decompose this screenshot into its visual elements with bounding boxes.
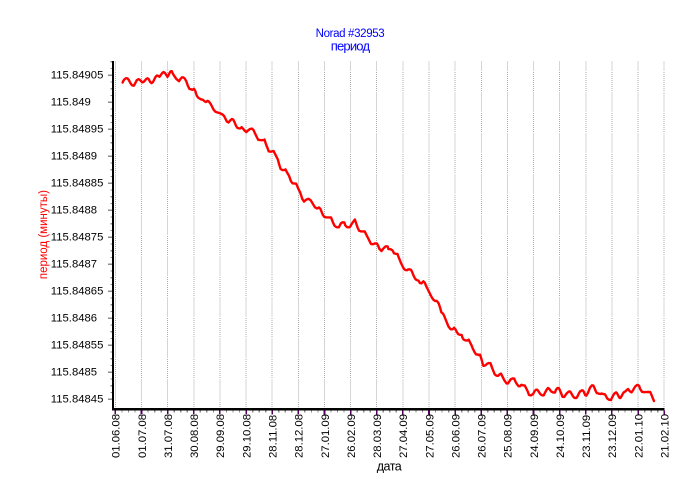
svg-text:28.03.09: 28.03.09 (372, 414, 384, 458)
svg-text:23.11.09: 23.11.09 (581, 415, 593, 458)
svg-text:27.05.09: 27.05.09 (424, 414, 436, 458)
svg-text:31.07.08: 31.07.08 (163, 414, 175, 458)
svg-text:28.11.08: 28.11.08 (268, 415, 280, 458)
svg-text:115.8488: 115.8488 (51, 205, 97, 217)
svg-text:27.01.09: 27.01.09 (320, 414, 332, 458)
svg-text:28.12.08: 28.12.08 (294, 414, 306, 458)
svg-text:115.84895: 115.84895 (51, 124, 104, 136)
svg-text:115.84855: 115.84855 (51, 340, 104, 352)
svg-text:115.84875: 115.84875 (51, 232, 104, 244)
svg-text:115.84905: 115.84905 (51, 70, 104, 82)
svg-text:26.07.09: 26.07.09 (477, 414, 489, 458)
svg-text:период: период (331, 39, 371, 54)
svg-text:25.08.09: 25.08.09 (503, 414, 515, 458)
svg-text:период (минуты): период (минуты) (38, 190, 50, 279)
svg-text:29.10.08: 29.10.08 (241, 414, 253, 458)
svg-text:01.06.08: 01.06.08 (111, 414, 123, 458)
svg-text:27.04.09: 27.04.09 (398, 414, 410, 458)
svg-text:115.8489: 115.8489 (51, 151, 97, 163)
svg-text:23.12.09: 23.12.09 (607, 414, 619, 458)
svg-text:115.84885: 115.84885 (51, 178, 104, 190)
svg-text:115.8485: 115.8485 (51, 367, 97, 379)
svg-text:24.10.09: 24.10.09 (555, 414, 567, 458)
svg-text:115.849: 115.849 (51, 97, 91, 109)
svg-text:01.07.08: 01.07.08 (137, 414, 149, 458)
svg-text:22.01.10: 22.01.10 (633, 414, 645, 458)
svg-text:Norad #32953: Norad #32953 (316, 28, 385, 40)
svg-text:115.84865: 115.84865 (51, 286, 104, 298)
svg-text:26.06.09: 26.06.09 (450, 414, 462, 458)
svg-text:115.84845: 115.84845 (51, 394, 104, 406)
svg-text:30.08.08: 30.08.08 (189, 414, 201, 458)
svg-text:24.09.09: 24.09.09 (529, 414, 541, 458)
svg-text:115.8486: 115.8486 (51, 313, 97, 325)
svg-text:115.8487: 115.8487 (51, 259, 97, 271)
svg-text:26.02.09: 26.02.09 (346, 414, 358, 458)
svg-text:21.02.10: 21.02.10 (660, 414, 672, 458)
svg-text:29.09.08: 29.09.08 (215, 414, 227, 458)
svg-text:дата: дата (377, 459, 402, 473)
